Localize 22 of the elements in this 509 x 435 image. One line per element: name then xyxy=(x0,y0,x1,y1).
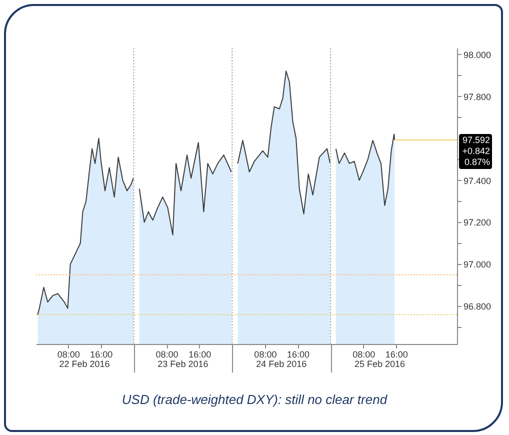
y-tick-label: 97.200 xyxy=(464,218,492,228)
ref-line-label: 97.592 xyxy=(462,134,490,145)
x-tick-label: 16:00 xyxy=(385,350,408,360)
y-tick-label: 96.800 xyxy=(464,302,492,312)
text: 24 Feb 2016 xyxy=(256,359,307,369)
x-tick-label: 08:00 xyxy=(352,350,376,360)
text: USD (trade-weighted DXY): still no clear trend xyxy=(120,392,388,407)
text: +0.842 xyxy=(462,146,490,156)
y-tick-label: 97.400 xyxy=(464,176,492,186)
y-tick-label: 98.000 xyxy=(464,50,492,60)
x-tick-label: 16:00 xyxy=(188,350,212,360)
text: 22 Feb 2016 xyxy=(59,359,110,369)
text: 23 Feb 2016 xyxy=(158,359,208,369)
x-tick-label: 16:00 xyxy=(90,350,113,360)
x-tick-label: 08:00 xyxy=(254,350,277,360)
y-tick-label: 97.000 xyxy=(464,260,492,270)
x-tick-label: 08:00 xyxy=(57,350,80,360)
x-tick-label: 16:00 xyxy=(286,350,310,360)
text: 25 Feb 2016 xyxy=(354,359,406,369)
y-tick-label: 97.800 xyxy=(464,92,492,102)
text: 0.87% xyxy=(464,156,490,167)
x-tick-label: 08:00 xyxy=(156,350,178,360)
